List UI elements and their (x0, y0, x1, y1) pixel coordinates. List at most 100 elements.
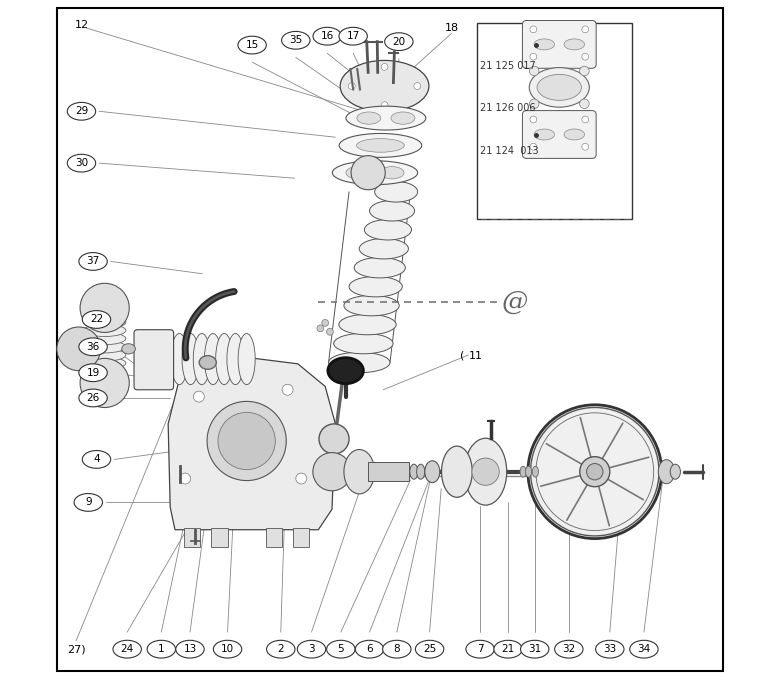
Text: 29: 29 (75, 106, 88, 116)
Ellipse shape (356, 640, 384, 658)
Ellipse shape (564, 39, 584, 50)
Text: 21 124  013: 21 124 013 (480, 146, 539, 156)
Ellipse shape (83, 316, 126, 328)
Ellipse shape (67, 103, 96, 120)
Ellipse shape (344, 295, 399, 316)
Ellipse shape (564, 129, 584, 140)
Circle shape (414, 83, 420, 90)
Ellipse shape (339, 27, 367, 45)
Text: 32: 32 (562, 644, 576, 654)
Ellipse shape (555, 640, 583, 658)
Ellipse shape (216, 334, 232, 384)
Circle shape (193, 391, 204, 402)
Circle shape (582, 116, 589, 123)
Circle shape (528, 405, 661, 538)
Ellipse shape (83, 308, 126, 320)
Ellipse shape (74, 494, 102, 511)
Ellipse shape (83, 349, 126, 361)
Circle shape (80, 283, 129, 332)
Ellipse shape (385, 33, 413, 51)
Ellipse shape (349, 276, 402, 297)
Ellipse shape (113, 640, 141, 658)
Ellipse shape (346, 167, 370, 179)
Text: 25: 25 (423, 644, 436, 654)
Ellipse shape (79, 338, 108, 356)
Ellipse shape (327, 640, 355, 658)
Ellipse shape (629, 640, 658, 658)
Text: 34: 34 (637, 644, 651, 654)
Bar (184, 527, 200, 547)
Ellipse shape (79, 389, 108, 407)
Circle shape (472, 458, 499, 486)
Circle shape (530, 26, 537, 33)
Text: 21: 21 (502, 644, 515, 654)
Circle shape (580, 66, 589, 76)
Text: 3: 3 (308, 644, 315, 654)
Text: 13: 13 (183, 644, 197, 654)
Circle shape (327, 328, 333, 335)
Ellipse shape (334, 333, 393, 354)
Circle shape (381, 64, 388, 70)
Ellipse shape (357, 112, 381, 124)
Ellipse shape (176, 640, 204, 658)
Ellipse shape (160, 334, 177, 384)
Ellipse shape (83, 365, 126, 378)
Ellipse shape (658, 460, 675, 484)
Text: 7: 7 (477, 644, 484, 654)
Ellipse shape (83, 332, 126, 345)
Circle shape (530, 99, 539, 109)
Circle shape (296, 473, 307, 484)
Ellipse shape (79, 364, 108, 382)
Ellipse shape (344, 449, 374, 494)
Text: @: @ (502, 290, 528, 315)
Circle shape (319, 424, 349, 454)
Ellipse shape (410, 464, 418, 479)
Ellipse shape (193, 334, 211, 384)
Circle shape (580, 457, 610, 487)
Circle shape (530, 116, 537, 123)
Circle shape (582, 144, 589, 150)
Ellipse shape (238, 36, 266, 54)
Text: 6: 6 (366, 644, 373, 654)
Bar (293, 527, 310, 547)
Ellipse shape (356, 139, 404, 153)
FancyBboxPatch shape (523, 21, 596, 68)
Ellipse shape (82, 311, 111, 328)
Text: 35: 35 (289, 36, 303, 45)
Bar (211, 527, 228, 547)
Ellipse shape (83, 357, 126, 369)
Text: 21 126 006: 21 126 006 (480, 103, 536, 113)
Ellipse shape (332, 161, 417, 185)
Ellipse shape (354, 257, 406, 278)
Text: 8: 8 (394, 644, 400, 654)
Ellipse shape (596, 640, 624, 658)
Circle shape (207, 402, 286, 481)
Ellipse shape (532, 466, 538, 477)
Circle shape (349, 83, 355, 90)
Circle shape (580, 99, 589, 109)
Text: 20: 20 (392, 37, 406, 47)
Ellipse shape (83, 341, 126, 353)
Ellipse shape (380, 167, 404, 179)
Ellipse shape (520, 640, 549, 658)
Text: 36: 36 (87, 342, 100, 352)
Ellipse shape (282, 31, 310, 49)
Ellipse shape (339, 315, 396, 334)
Text: (: ( (460, 351, 464, 360)
Ellipse shape (346, 106, 426, 130)
Circle shape (57, 327, 101, 371)
Bar (266, 527, 282, 547)
Ellipse shape (340, 60, 429, 111)
Circle shape (530, 53, 537, 60)
Circle shape (282, 384, 293, 395)
Ellipse shape (494, 640, 523, 658)
Ellipse shape (147, 640, 176, 658)
Ellipse shape (520, 466, 526, 477)
Circle shape (381, 102, 388, 109)
Circle shape (351, 156, 385, 189)
Text: 4: 4 (93, 454, 100, 464)
Text: 33: 33 (603, 644, 616, 654)
Ellipse shape (79, 252, 108, 270)
Text: 9: 9 (85, 497, 91, 508)
Text: 11: 11 (469, 351, 483, 360)
